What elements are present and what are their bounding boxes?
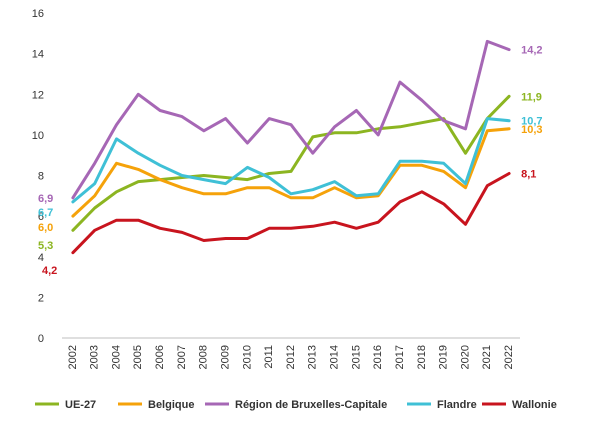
series-line: [71, 94, 511, 232]
x-tick-label: 2018: [416, 345, 428, 369]
x-tick-label: 2008: [198, 345, 210, 369]
series-line: [71, 172, 511, 255]
series-start-label: 6,9: [38, 193, 53, 205]
x-tick-label: 2007: [176, 345, 188, 369]
y-tick-label: 8: [38, 171, 44, 183]
x-tick-label: 2016: [372, 345, 384, 369]
y-tick-label: 14: [32, 49, 44, 61]
series-line: [71, 127, 511, 218]
x-tick-label: 2010: [241, 345, 253, 369]
series-start-label: 6,7: [38, 207, 53, 219]
y-tick-label: 6: [38, 211, 44, 223]
x-tick-label: 2014: [329, 345, 341, 369]
x-tick-label: 2022: [503, 345, 515, 369]
x-tick-label: 2006: [154, 345, 166, 369]
x-tick-label: 2012: [285, 345, 297, 369]
series-start-label: 6,0: [38, 222, 53, 234]
x-tick-label: 2021: [481, 345, 493, 369]
legend-label: Wallonie: [512, 399, 557, 411]
series-end-label: 8,1: [521, 168, 536, 180]
y-tick-label: 2: [38, 292, 44, 304]
x-tick-label: 2015: [350, 345, 362, 369]
x-tick-label: 2013: [307, 345, 319, 369]
x-tick-label: 2004: [110, 345, 122, 369]
y-tick-label: 12: [32, 89, 44, 101]
series-line: [71, 117, 511, 204]
x-tick-label: 2002: [67, 345, 79, 369]
x-tick-label: 2020: [459, 345, 471, 369]
series-end-labels: 5,3 11,9 6,0 10,3 6,9 14,2 6,7 10,7 4,2 8,1: [38, 45, 543, 277]
chart-axes: 0 2 4 6 8 10 12 14 16 2002 2003 2004 2005 2006 2007 200…: [32, 8, 520, 369]
x-tick-label: 2009: [219, 345, 231, 369]
series-end-label: 10,7: [521, 116, 542, 128]
series-start-label: 5,3: [38, 240, 53, 252]
y-tick-label: 10: [32, 130, 44, 142]
series-end-label: 10,3: [521, 124, 542, 136]
y-tick-label: 16: [32, 8, 44, 20]
legend-label: Région de Bruxelles-Capitale: [235, 399, 387, 411]
series-line: [71, 39, 511, 200]
chart-series: [71, 39, 511, 255]
x-tick-label: 2019: [438, 345, 450, 369]
y-tick-label: 0: [38, 333, 44, 345]
x-tick-label: 2017: [394, 345, 406, 369]
legend-label: UE-27: [65, 399, 96, 411]
series-end-label: 11,9: [521, 91, 542, 103]
legend-label: Belgique: [148, 399, 194, 411]
x-tick-label: 2011: [263, 345, 275, 369]
x-tick-label: 2003: [89, 345, 101, 369]
chart-legend: UE-27 Belgique Région de Bruxelles-Capital…: [35, 399, 557, 411]
series-end-label: 14,2: [521, 45, 542, 57]
series-start-label: 4,2: [42, 265, 57, 277]
legend-label: Flandre: [437, 399, 477, 411]
x-tick-label: 2005: [132, 345, 144, 369]
y-tick-label: 4: [38, 252, 44, 264]
